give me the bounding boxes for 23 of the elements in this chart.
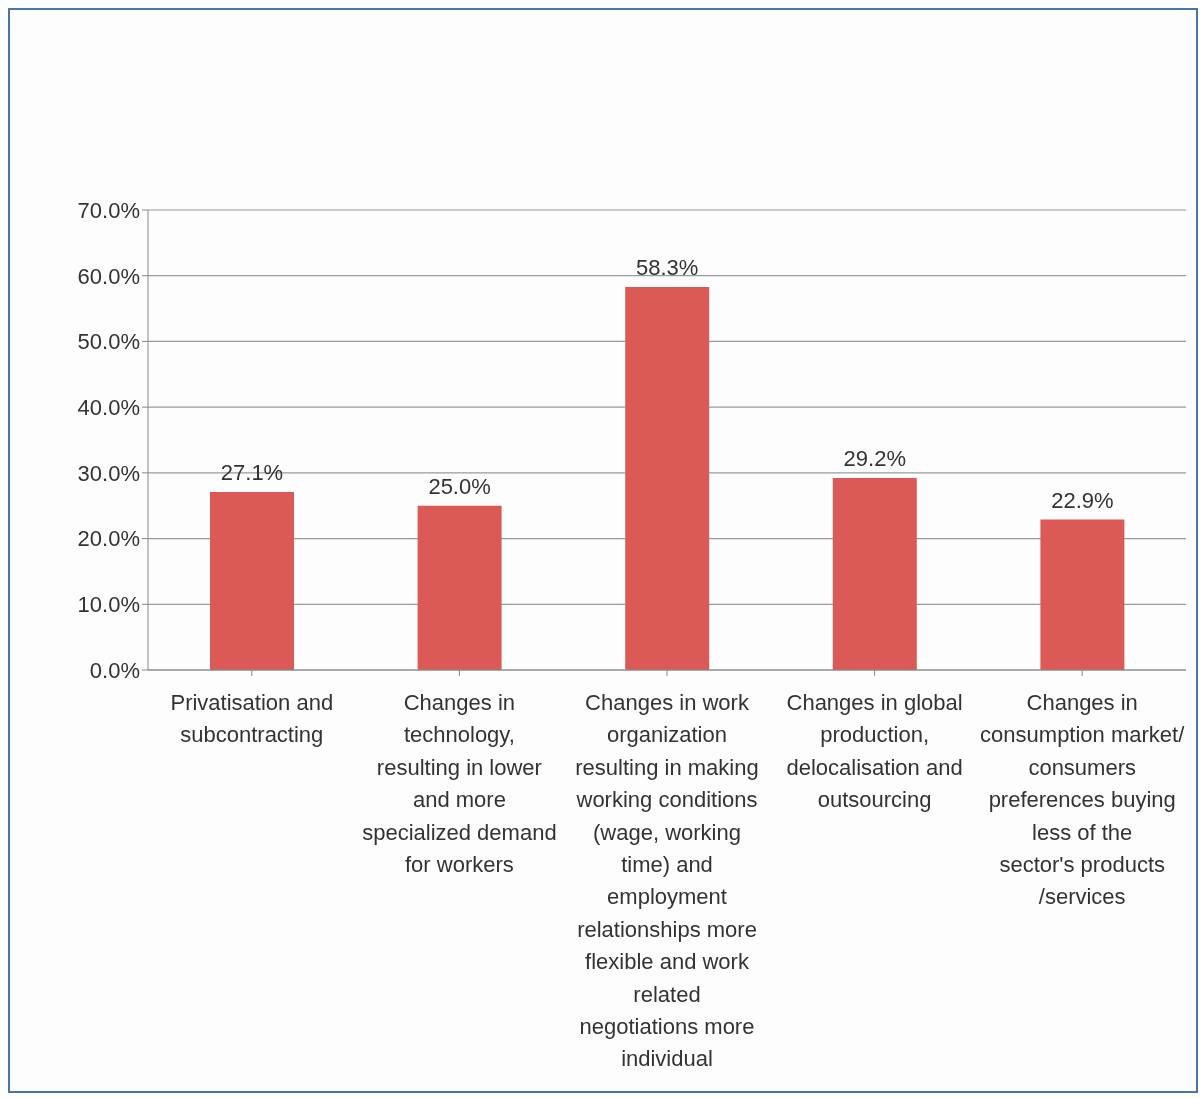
- category-label: Changes in work organization resulting in making working conditions (wage, working time) and employment relationships more flexible and work related negotiations more individual: [575, 690, 759, 1072]
- data-label: 22.9%: [1051, 487, 1114, 513]
- x-tick-label: Changes in consumption market/ consumers preferences buying less of the sector's products /services: [980, 690, 1186, 910]
- data-label: 25.0%: [428, 473, 491, 499]
- data-label: 58.3%: [636, 254, 699, 280]
- y-tick-label: 70.0%: [77, 197, 140, 223]
- data-label: 27.1%: [220, 459, 284, 485]
- bar: [417, 505, 502, 670]
- y-tick-label: 0.0%: [89, 657, 140, 683]
- y-tick-label: 50.0%: [77, 329, 140, 355]
- bar: [1040, 519, 1125, 670]
- x-tick-label: Changes in global production, delocalisation and outsourcing: [786, 690, 963, 813]
- bar: [210, 491, 294, 670]
- bar: [832, 478, 917, 670]
- y-tick-label: 10.0%: [77, 592, 140, 618]
- data-label: 29.2%: [843, 446, 906, 472]
- y-tick-label: 40.0%: [77, 394, 140, 420]
- y-tick-label: 20.0%: [77, 526, 140, 552]
- x-tick-label: Changes in technology, resulting in lower and more specialized demand for workers: [362, 690, 557, 877]
- x-tick-label: Privatisation and subcontracting: [170, 690, 334, 748]
- y-tick-label: 60.0%: [77, 263, 140, 289]
- bar: [625, 286, 710, 670]
- y-tick-label: 30.0%: [77, 460, 140, 486]
